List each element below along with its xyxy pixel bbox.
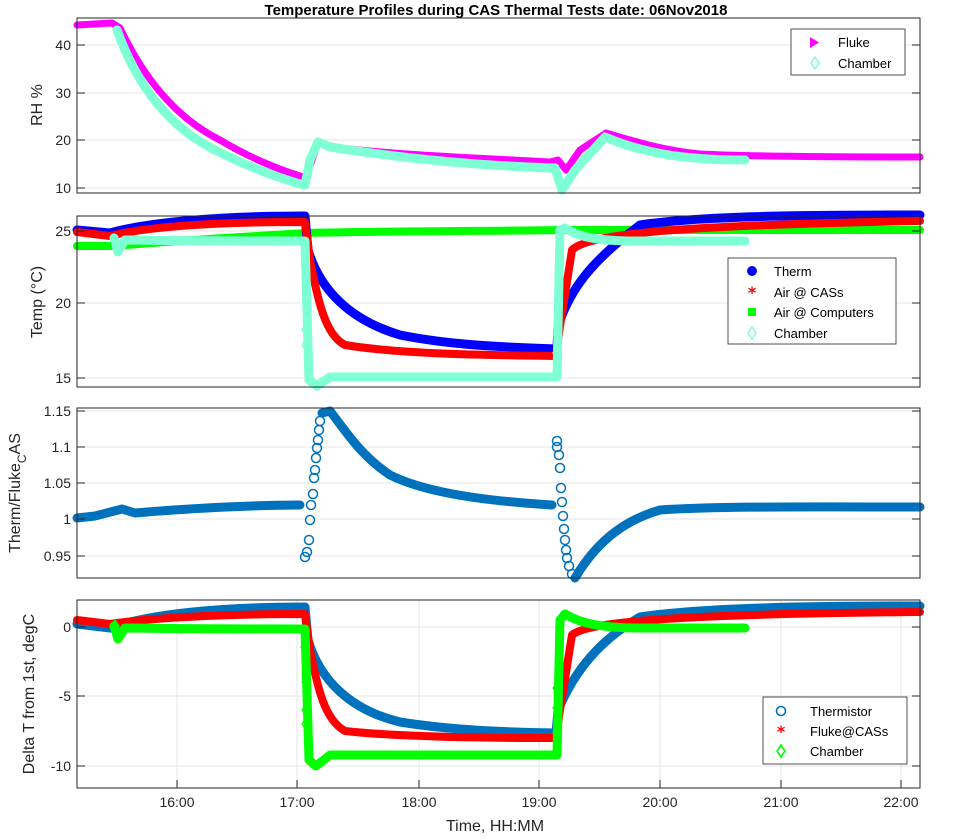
legend-label: Chamber: [774, 326, 828, 341]
y-tick-label: -10: [51, 758, 71, 774]
x-tick-label: 17:00: [279, 794, 314, 810]
y-tick-label: 10: [55, 180, 71, 196]
legend-label: Air @ CASs: [774, 285, 844, 300]
circle-icon: [747, 266, 757, 276]
x-tick-label: 16:00: [159, 794, 194, 810]
grid-lines: [77, 410, 920, 557]
y-tick-label: -5: [59, 688, 72, 704]
x-tick-label: 22:00: [883, 794, 918, 810]
y-ticks: [77, 44, 920, 189]
panel-ratio: 1.15 1.1 1.05 1 0.95 Therm/FlukeCAS: [7, 403, 925, 583]
series-fluke-rh: [73, 19, 924, 181]
legend-temp: Therm * Air @ CASs Air @ Computers Chamb…: [727, 257, 897, 345]
ratio-markers: [299, 415, 578, 580]
circle-icon: [775, 705, 787, 717]
y-tick-label: 40: [55, 37, 71, 53]
diamond-icon: [747, 325, 757, 341]
y-label-sub: C: [15, 454, 29, 463]
figure-title: Temperature Profiles during CAS Thermal …: [265, 2, 728, 19]
legend-label: Chamber: [838, 56, 892, 71]
panel-rh: 40 30 20 10 RH % Fluke Chamber: [29, 17, 924, 196]
legend-label: Thermistor: [810, 704, 873, 719]
y-tick-label: 30: [55, 85, 71, 101]
y-ticks: [77, 626, 920, 767]
legend-label: Therm: [774, 264, 812, 279]
legend-label: Chamber: [810, 744, 864, 759]
y-tick-label: 0: [63, 619, 71, 635]
legend-label: Fluke@CASs: [810, 724, 889, 739]
y-axis-label: Temp (°C): [29, 266, 46, 338]
y-tick-label: 0.95: [44, 548, 71, 564]
series-ratio: [72, 406, 925, 583]
y-label-main: Therm/Fluke: [7, 463, 24, 553]
x-tick-label: 19:00: [521, 794, 556, 810]
y-tick-label: 1: [63, 511, 71, 527]
x-tick-label: 21:00: [763, 794, 798, 810]
y-axis-label: Delta T from 1st, degC: [21, 614, 38, 774]
square-icon: [748, 308, 756, 316]
legend-delta-t: Thermistor * Fluke@CASs Chamber: [762, 696, 908, 765]
series-therm: [72, 210, 925, 354]
y-label-tail: AS: [7, 433, 24, 454]
x-tick-label: 20:00: [642, 794, 677, 810]
asterisk-icon: *: [748, 283, 757, 302]
y-tick-label: 20: [55, 132, 71, 148]
chamber-markers: [110, 618, 562, 741]
y-axis-label: RH %: [29, 84, 46, 126]
series-thermistor: [72, 601, 925, 738]
legend-label: Fluke: [838, 35, 870, 50]
series-chamber-delta: [109, 609, 750, 771]
diamond-icon: [776, 743, 786, 759]
y-tick-label: 1.1: [52, 439, 72, 455]
y-ticks: [77, 410, 920, 557]
x-ticks: [176, 780, 902, 788]
x-tick-label: 18:00: [401, 794, 436, 810]
y-tick-label: 25: [55, 223, 71, 239]
asterisk-icon: *: [777, 722, 786, 741]
y-tick-label: 20: [55, 295, 71, 311]
legend-label: Air @ Computers: [774, 305, 874, 320]
diamond-icon: [810, 55, 820, 71]
series-chamber-rh: [112, 25, 750, 195]
panel-temp: 25 20 15 Temp (°C) Therm * Air @ CASs Ai…: [29, 210, 925, 391]
legend-rh: Fluke Chamber: [790, 28, 906, 76]
chamber-markers: [300, 256, 562, 361]
y-ticks: [77, 230, 920, 379]
series-air-cass: [73, 217, 924, 360]
series-fluke-cass: [73, 608, 924, 742]
triangle-right-icon: [810, 37, 819, 48]
y-tick-label: 1.15: [44, 403, 71, 419]
y-tick-label: 1.05: [44, 475, 71, 491]
x-axis-label: Time, HH:MM: [446, 818, 544, 835]
series-chamber-temp: [109, 223, 750, 391]
panel-delta-t: 0 -5 -10 Delta T from 1st, degC 16:00 17…: [21, 599, 925, 835]
y-tick-label: 15: [55, 370, 71, 386]
y-axis-label: Therm/FlukeCAS: [7, 433, 29, 553]
